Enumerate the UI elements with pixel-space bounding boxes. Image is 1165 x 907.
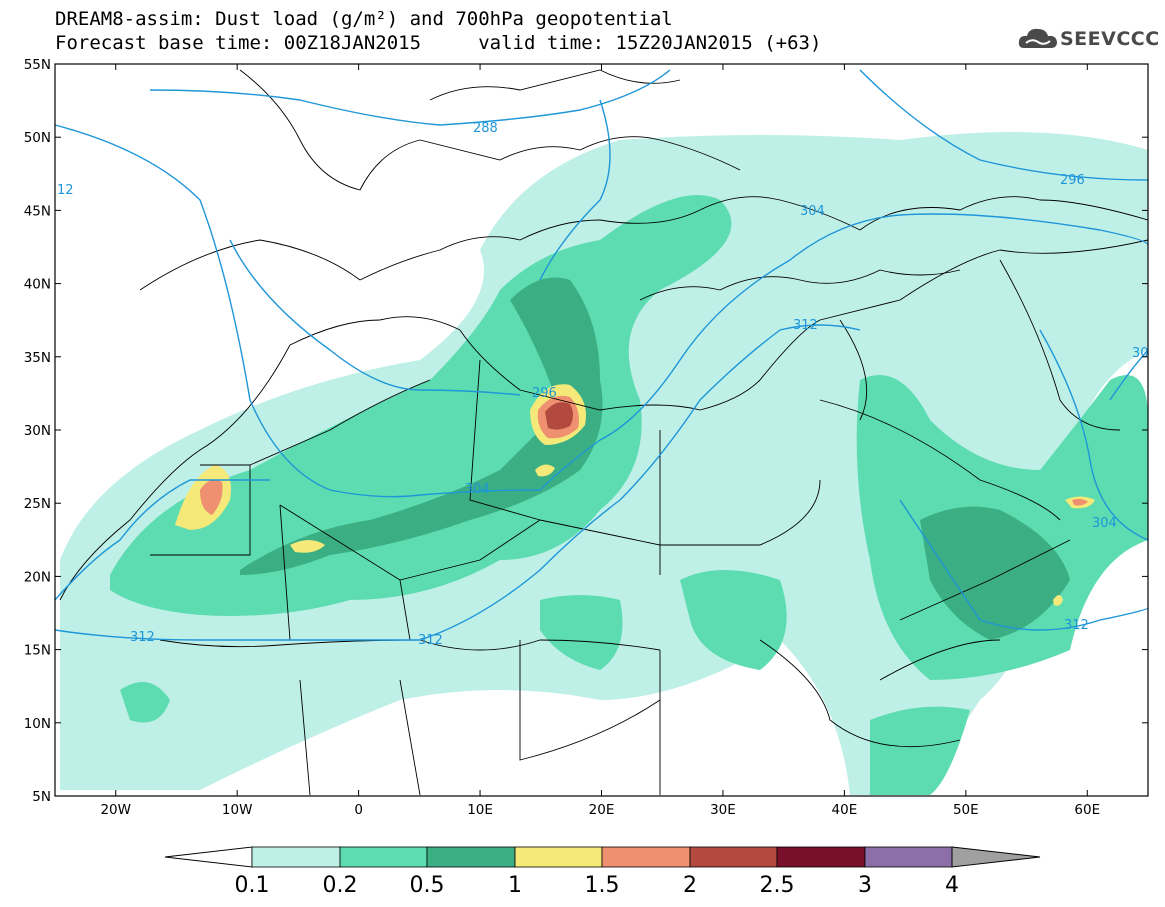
- contour-label: 304: [800, 204, 825, 219]
- lon-tick-label: 60E: [1074, 802, 1100, 818]
- longitude-axis: 20W 10W 0 10E 20E 30E 40E 50E 60E: [100, 64, 1100, 818]
- colorbar-swatch: [689, 846, 778, 868]
- lat-tick-label: 35N: [24, 350, 51, 366]
- lat-tick-label: 50N: [24, 130, 51, 146]
- map-title: DREAM8-assim: Dust load (g/m²) and 700hP…: [55, 8, 673, 30]
- lat-tick-label: 40N: [24, 277, 51, 293]
- colorbar-swatch: [426, 846, 516, 868]
- lat-tick-label: 5N: [32, 789, 51, 805]
- colorbar-swatch: [776, 846, 866, 868]
- colorbar-swatch: [864, 846, 953, 868]
- lat-tick-label: 25N: [24, 496, 51, 512]
- contour-label: 304: [1092, 516, 1117, 531]
- lat-tick-label: 15N: [24, 643, 51, 659]
- lon-tick-label: 0: [354, 802, 363, 818]
- seevccc-logo: SEEVCCC: [1018, 24, 1160, 58]
- lon-tick-label: 20W: [100, 802, 131, 818]
- contour-labels: 288 296 304 312 12 296 304 312 304 312 3…: [57, 121, 1149, 648]
- colorbar-swatch: [339, 846, 428, 868]
- colorbar-swatch: [251, 846, 341, 868]
- contour-label: 312: [793, 318, 818, 333]
- lon-tick-label: 10E: [467, 802, 493, 818]
- contour-label: 312: [1064, 618, 1089, 633]
- contour-label: 30: [1132, 346, 1149, 361]
- lat-tick-label: 55N: [24, 57, 51, 73]
- contour-label: 288: [473, 121, 498, 136]
- colorbar-swatch: [514, 846, 603, 868]
- colorbar-label: 1: [508, 873, 522, 898]
- colorbar-label: 0.2: [323, 873, 358, 898]
- contour-label: 296: [532, 386, 557, 401]
- colorbar-label: 2: [683, 873, 697, 898]
- lon-tick-label: 50E: [953, 802, 979, 818]
- contour-label: 304: [465, 482, 490, 497]
- colorbar-left-arrow: [164, 846, 253, 868]
- colorbar-label: 4: [945, 873, 959, 898]
- colorbar-label: 0.5: [410, 873, 445, 898]
- colorbar-label: 1.5: [585, 873, 620, 898]
- lat-tick-label: 20N: [24, 569, 51, 585]
- lon-tick-label: 20E: [589, 802, 615, 818]
- contour-label: 12: [57, 183, 74, 198]
- colorbar: 0.1 0.2 0.5 1 1.5 2 2.5 3 4: [164, 846, 1041, 898]
- lat-tick-label: 30N: [24, 423, 51, 439]
- lon-tick-label: 40E: [832, 802, 858, 818]
- colorbar-label: 2.5: [760, 873, 795, 898]
- lat-tick-label: 45N: [24, 203, 51, 219]
- contour-label: 296: [1060, 173, 1085, 188]
- colorbar-label: 3: [858, 873, 872, 898]
- colorbar-label: 0.1: [235, 873, 270, 898]
- lon-tick-label: 10W: [222, 802, 253, 818]
- dust-load-shading: [60, 132, 1148, 795]
- latitude-axis: 55N 50N 45N 40N 35N 30N 25N 20N 15N 10N 5N: [24, 57, 1148, 805]
- lon-tick-label: 30E: [710, 802, 736, 818]
- country-borders: [59, 69, 1149, 796]
- colorbar-right-arrow: [951, 846, 1041, 868]
- cloud-icon: [1018, 28, 1057, 48]
- colorbar-swatch: [601, 846, 691, 868]
- contour-label: 312: [418, 633, 443, 648]
- geopotential-contours: [54, 69, 1149, 641]
- contour-label: 312: [130, 630, 155, 645]
- logo-text: SEEVCCC: [1060, 28, 1160, 50]
- lat-tick-label: 10N: [24, 716, 51, 732]
- forecast-time-subtitle: Forecast base time: 00Z18JAN2015 valid t…: [55, 32, 822, 54]
